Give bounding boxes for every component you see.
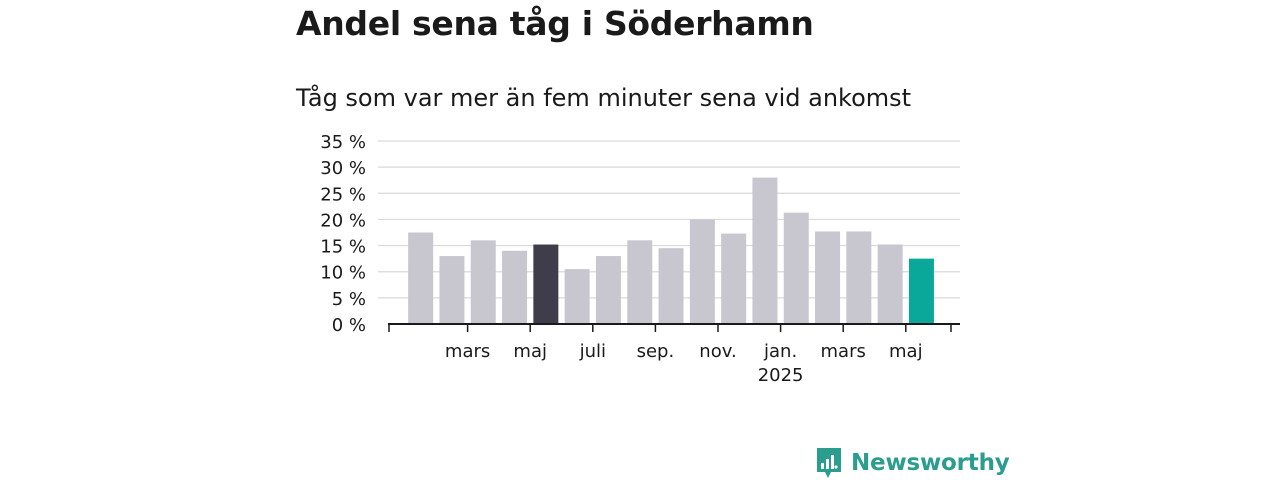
x-year-label: 2025	[758, 365, 804, 386]
y-tick-label: 10 %	[320, 263, 366, 284]
x-tick-label: mars	[445, 341, 490, 362]
bar	[689, 219, 715, 324]
bar	[658, 248, 684, 324]
x-tick-label: nov.	[699, 341, 736, 362]
x-tick-label: juli	[579, 341, 606, 362]
x-tick-label: mars	[821, 341, 866, 362]
y-tick-label: 5 %	[332, 289, 366, 310]
chart-title: Andel sena tåg i Söderhamn	[296, 4, 814, 43]
x-tick-label: jan.	[763, 341, 797, 362]
x-tick-label: maj	[513, 341, 547, 362]
chart-subtitle: Tåg som var mer än fem minuter sena vid …	[296, 84, 912, 112]
brand-logo: Newsworthy	[815, 446, 1010, 480]
x-tick-label: maj	[889, 341, 923, 362]
bar	[564, 269, 590, 324]
bar	[752, 177, 778, 324]
bar	[846, 231, 872, 324]
bar	[815, 231, 841, 324]
x-tick-label: sep.	[637, 341, 675, 362]
y-tick-label: 0 %	[332, 315, 366, 336]
brand-name: Newsworthy	[851, 450, 1010, 476]
y-tick-label: 20 %	[320, 210, 366, 231]
bar-chart: 0 % 5 % 10 % 15 % 20 % 25 % 30 % 35 % mars maj jul…	[320, 132, 960, 386]
bar	[439, 256, 465, 324]
y-tick-label: 15 %	[320, 237, 366, 258]
bar	[908, 258, 934, 324]
y-tick-label: 30 %	[320, 158, 366, 179]
bar	[721, 233, 747, 324]
bar	[595, 256, 621, 324]
bar	[408, 232, 434, 324]
bar	[470, 240, 496, 324]
y-tick-label: 25 %	[320, 184, 366, 205]
y-tick-label: 35 %	[320, 132, 366, 153]
bar	[877, 244, 903, 324]
bar	[533, 244, 559, 324]
bar	[502, 250, 528, 324]
newsworthy-logo-icon	[817, 448, 841, 478]
bar	[783, 212, 809, 324]
bar	[627, 240, 653, 324]
